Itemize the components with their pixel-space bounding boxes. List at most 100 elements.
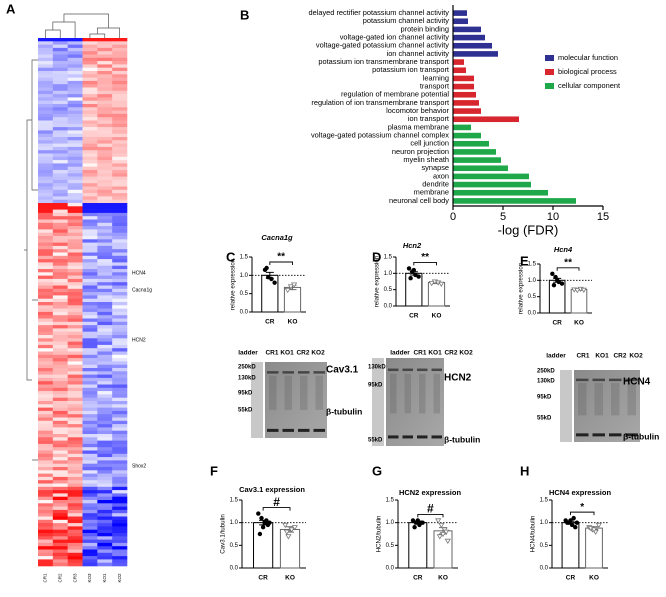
heatmap-cell: [97, 219, 113, 224]
heatmap-cell: [97, 516, 113, 521]
blot-band: [402, 435, 413, 439]
heatmap-cell: [112, 556, 128, 560]
heatmap-cell: [97, 196, 113, 200]
blot-smear: [284, 375, 292, 410]
heatmap-cell: [67, 226, 83, 230]
significance-bracket: [556, 267, 580, 271]
heatmap-cell: [97, 308, 113, 313]
heatmap-cell: [82, 203, 98, 207]
heatmap-cell: [82, 427, 98, 431]
heatmap-cell: [97, 47, 113, 52]
heatmap-cell: [38, 219, 54, 224]
heatmap-cell: [52, 127, 68, 131]
heatmap-cell: [82, 216, 98, 220]
panel-title: Hcn2: [403, 241, 422, 250]
heatmap-cell: [38, 414, 54, 418]
blot-band: [576, 433, 589, 437]
x-tick-label: KO: [438, 575, 448, 582]
heatmap-cell: [82, 463, 98, 468]
heatmap-cell: [82, 434, 98, 438]
heatmap-cell: [67, 325, 83, 329]
y-tick-label: 1.0: [384, 271, 393, 277]
heatmap-cell: [97, 123, 113, 128]
heatmap-cell: [52, 325, 68, 329]
heatmap-cell: [112, 348, 128, 352]
panel-title: HCN2 expression: [399, 488, 462, 497]
heatmap-cell: [97, 236, 113, 240]
heatmap-cell: [52, 259, 68, 263]
heatmap-cell: [67, 460, 83, 464]
heatmap-cell: [67, 410, 83, 415]
marker-label: 250kD: [238, 365, 256, 371]
blot-band: [431, 435, 442, 439]
heatmap-cell: [97, 311, 113, 316]
heatmap-cell: [67, 407, 83, 412]
heatmap-cell: [52, 203, 68, 207]
bar: [453, 140, 489, 147]
heatmap-cell: [67, 186, 83, 191]
heatmap-cell: [52, 410, 68, 415]
heatmap-cell: [97, 209, 113, 214]
heatmap-cell: [112, 219, 128, 224]
heatmap-cell: [52, 463, 68, 468]
heatmap-cell: [52, 160, 68, 164]
heatmap-cell: [82, 328, 98, 332]
heatmap-cell: [67, 351, 83, 356]
heatmap-cell: [38, 443, 54, 448]
heatmap-cell: [52, 133, 68, 138]
heatmap-cell: [112, 113, 128, 118]
data-point: [412, 525, 417, 530]
heatmap-cell: [97, 226, 113, 230]
heatmap-cell: [82, 533, 98, 537]
heatmap-cell: [52, 536, 68, 540]
heatmap-cell: [112, 278, 128, 283]
heatmap-cell: [112, 84, 128, 88]
data-point: [574, 288, 581, 294]
heatmap-cell: [52, 226, 68, 230]
category-label: neuron projection: [392, 147, 449, 156]
heatmap-cell: [112, 51, 128, 55]
blot-band: [402, 368, 413, 372]
column-label: CR3: [72, 573, 77, 582]
heatmap-cell: [82, 179, 98, 184]
blot-band: [417, 435, 428, 439]
heatmap-cell: [82, 351, 98, 356]
category-label: regulation of ion transmembrane transpor…: [311, 98, 449, 107]
heatmap-cell: [97, 275, 113, 280]
heatmap-cell: [82, 305, 98, 309]
heatmap-cell: [112, 295, 128, 299]
heatmap-cell: [112, 61, 128, 65]
heatmap-cell: [38, 97, 54, 101]
heatmap-cell: [82, 232, 98, 237]
heatmap-cell: [38, 262, 54, 266]
category-label: myelin sheath: [403, 155, 449, 164]
heatmap-cell: [82, 546, 98, 550]
data-point: [259, 515, 264, 521]
heatmap-cell: [67, 38, 83, 42]
data-point: [436, 534, 443, 540]
data-point: [568, 518, 573, 523]
blot-smear: [433, 373, 440, 414]
data-point: [291, 525, 298, 531]
heatmap-cell: [97, 539, 113, 544]
heatmap-cell: [38, 64, 54, 68]
loading-label: β-tubulin: [326, 406, 362, 416]
heatmap-cell: [38, 74, 54, 78]
heatmap-cell: [38, 552, 54, 557]
heatmap-cell: [97, 513, 113, 517]
heatmap-cell: [97, 166, 113, 171]
heatmap-cell: [112, 57, 128, 62]
bar: [453, 42, 492, 49]
heatmap-cell: [38, 84, 54, 88]
heatmap-cell: [52, 513, 68, 517]
heatmap-cell: [82, 226, 98, 230]
panel-title: Cacna1g: [261, 233, 293, 242]
heatmap-cell: [67, 212, 83, 217]
significance-label: #: [273, 495, 280, 509]
heatmap-cell: [112, 526, 128, 530]
blot-band: [313, 371, 325, 374]
heatmap-cell: [38, 193, 54, 197]
heatmap-cell: [82, 335, 98, 339]
heatmap-cell: [52, 156, 68, 161]
heatmap-cell: [112, 242, 128, 247]
